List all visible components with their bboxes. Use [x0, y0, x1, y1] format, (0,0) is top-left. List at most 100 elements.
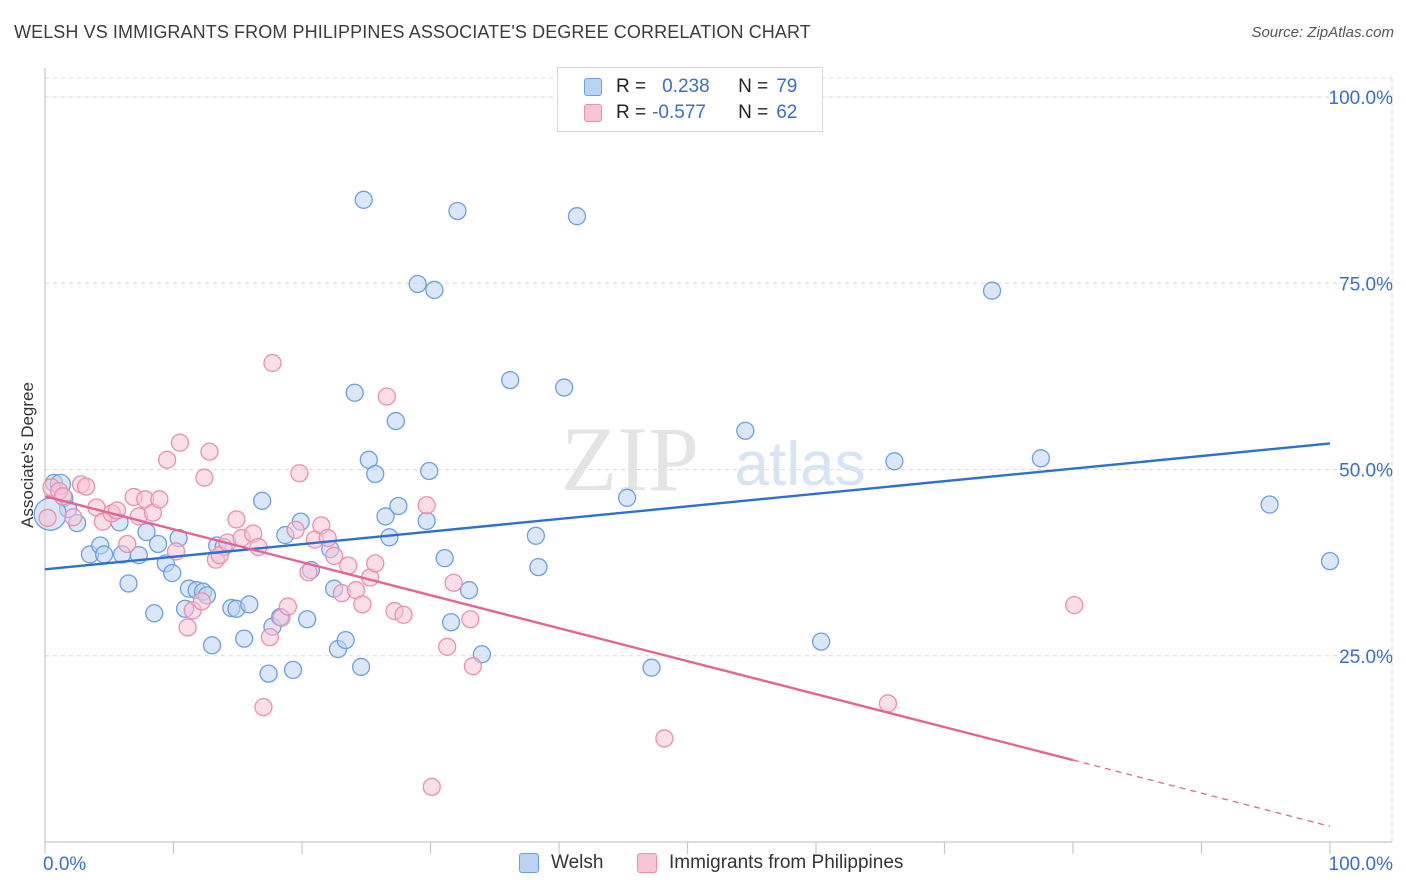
grid-layer — [45, 77, 1393, 842]
philippines-point-49 — [377, 387, 396, 406]
philippines-point-60 — [1065, 595, 1084, 615]
welsh-point-42 — [345, 383, 364, 402]
legend-item-philippines[interactable]: Immigrants from Philippines — [637, 852, 903, 874]
welsh-point-57 — [448, 201, 467, 221]
welsh-point-61 — [526, 526, 546, 545]
welsh-point-29 — [253, 491, 272, 510]
welsh-point-50 — [389, 496, 408, 516]
y-tick-label-100: 100.0% — [1329, 88, 1394, 109]
welsh-point-53 — [420, 461, 439, 481]
welsh-point-49 — [386, 411, 405, 431]
philippines-point-19 — [178, 618, 197, 637]
welsh-point-71 — [1031, 449, 1051, 468]
welsh-point-68 — [811, 632, 831, 651]
philippines-point-53 — [422, 777, 441, 797]
philippines-point-15 — [150, 490, 169, 509]
philippines-point-22 — [195, 468, 214, 487]
philippines-point-10 — [118, 534, 137, 554]
welsh-point-51 — [408, 274, 427, 294]
philippines-point-32 — [260, 627, 280, 647]
y-tick-label-75: 75.0% — [1339, 274, 1393, 295]
philippines-trend-extension — [1072, 759, 1331, 827]
welsh-point-34 — [283, 660, 303, 680]
welsh-point-72 — [1260, 495, 1279, 514]
welsh-point-36 — [297, 610, 317, 629]
welsh-swatch — [584, 78, 602, 96]
welsh-point-46 — [366, 464, 385, 484]
welsh-point-58 — [459, 581, 479, 600]
philippines-point-33 — [263, 353, 282, 373]
welsh-point-65 — [617, 488, 637, 507]
welsh-point-22 — [202, 636, 222, 655]
philippines-r-label: R = — [616, 102, 647, 123]
philippines-point-42 — [324, 546, 344, 566]
philippines-point-57 — [463, 657, 483, 676]
welsh-point-30 — [259, 664, 278, 683]
welsh-legend-swatch — [519, 853, 539, 873]
welsh-point-70 — [982, 281, 1002, 300]
welsh-point-60 — [501, 370, 520, 390]
welsh-trend-line — [44, 442, 1331, 571]
welsh-point-66 — [642, 658, 661, 677]
philippines-point-41 — [318, 528, 337, 548]
philippines-point-3 — [64, 508, 83, 527]
tick-labels: 25.0% 50.0% 75.0% 100.0% 0.0% 100.0% — [43, 88, 1393, 875]
welsh-point-69 — [885, 452, 904, 471]
philippines-swatch — [584, 104, 602, 122]
welsh-point-54 — [425, 280, 444, 300]
source-label: Source: ZipAtlas.com — [1251, 24, 1394, 41]
series-legend: Welsh Immigrants from Philippines — [0, 852, 1406, 878]
philippines-legend-swatch — [637, 853, 657, 873]
philippines-point-48 — [366, 554, 385, 573]
x-tick-label-max: 100.0% — [1329, 854, 1394, 875]
philippines-point-55 — [444, 573, 463, 592]
legend-row-welsh: R = 0.238 N = 79 — [584, 75, 797, 99]
welsh-point-52 — [417, 511, 436, 531]
welsh-point-55 — [435, 549, 454, 568]
welsh-point-15 — [163, 563, 182, 583]
philippines-point-36 — [286, 520, 305, 539]
watermark: ZIP atlas — [561, 408, 865, 510]
philippines-point-31 — [254, 698, 273, 717]
welsh-point-64 — [567, 207, 587, 226]
philippines-point-59 — [878, 694, 898, 713]
philippines-point-27 — [227, 510, 246, 529]
welsh-point-73 — [1320, 551, 1340, 571]
philippines-point-35 — [278, 597, 298, 616]
welsh-point-67 — [736, 421, 755, 440]
philippines-n-label: N = — [738, 102, 769, 123]
philippines-point-51 — [394, 605, 413, 624]
philippines-point-5 — [76, 477, 96, 496]
philippines-point-37 — [290, 464, 309, 483]
welsh-legend-label: Welsh — [551, 852, 604, 873]
welsh-point-28 — [240, 595, 259, 614]
watermark-atlas: atlas — [735, 430, 866, 499]
y-tick-label-25: 25.0% — [1339, 647, 1393, 668]
philippines-point-58 — [655, 729, 674, 748]
welsh-point-62 — [529, 557, 548, 577]
chart-title: WELSH VS IMMIGRANTS FROM PHILIPPINES ASS… — [14, 22, 811, 42]
philippines-r-value: -0.577 — [652, 102, 706, 123]
philippines-legend-label: Immigrants from Philippines — [669, 852, 904, 873]
welsh-point-63 — [554, 378, 574, 397]
legend-item-welsh[interactable]: Welsh — [519, 852, 603, 874]
welsh-r-label: R = — [616, 76, 647, 97]
welsh-point-27 — [235, 629, 254, 648]
philippines-n-value: 62 — [776, 102, 798, 123]
welsh-point-41 — [336, 630, 355, 650]
philippines-point-23 — [200, 442, 219, 461]
trend-lines — [44, 442, 1331, 827]
legend-row-philippines: R = -0.577 N = 62 — [584, 101, 797, 125]
welsh-point-43 — [351, 657, 371, 677]
welsh-point-47 — [376, 507, 395, 526]
philippines-point-21 — [192, 592, 211, 611]
philippines-point-16 — [157, 450, 177, 469]
axis-layer — [44, 68, 1392, 854]
philippines-point-52 — [417, 496, 436, 515]
welsh-point-56 — [441, 613, 461, 632]
y-tick-label-50: 50.0% — [1339, 461, 1393, 482]
x-tick-label-min: 0.0% — [43, 854, 86, 875]
philippines-point-54 — [438, 637, 457, 656]
welsh-n-label: N = — [738, 76, 769, 97]
